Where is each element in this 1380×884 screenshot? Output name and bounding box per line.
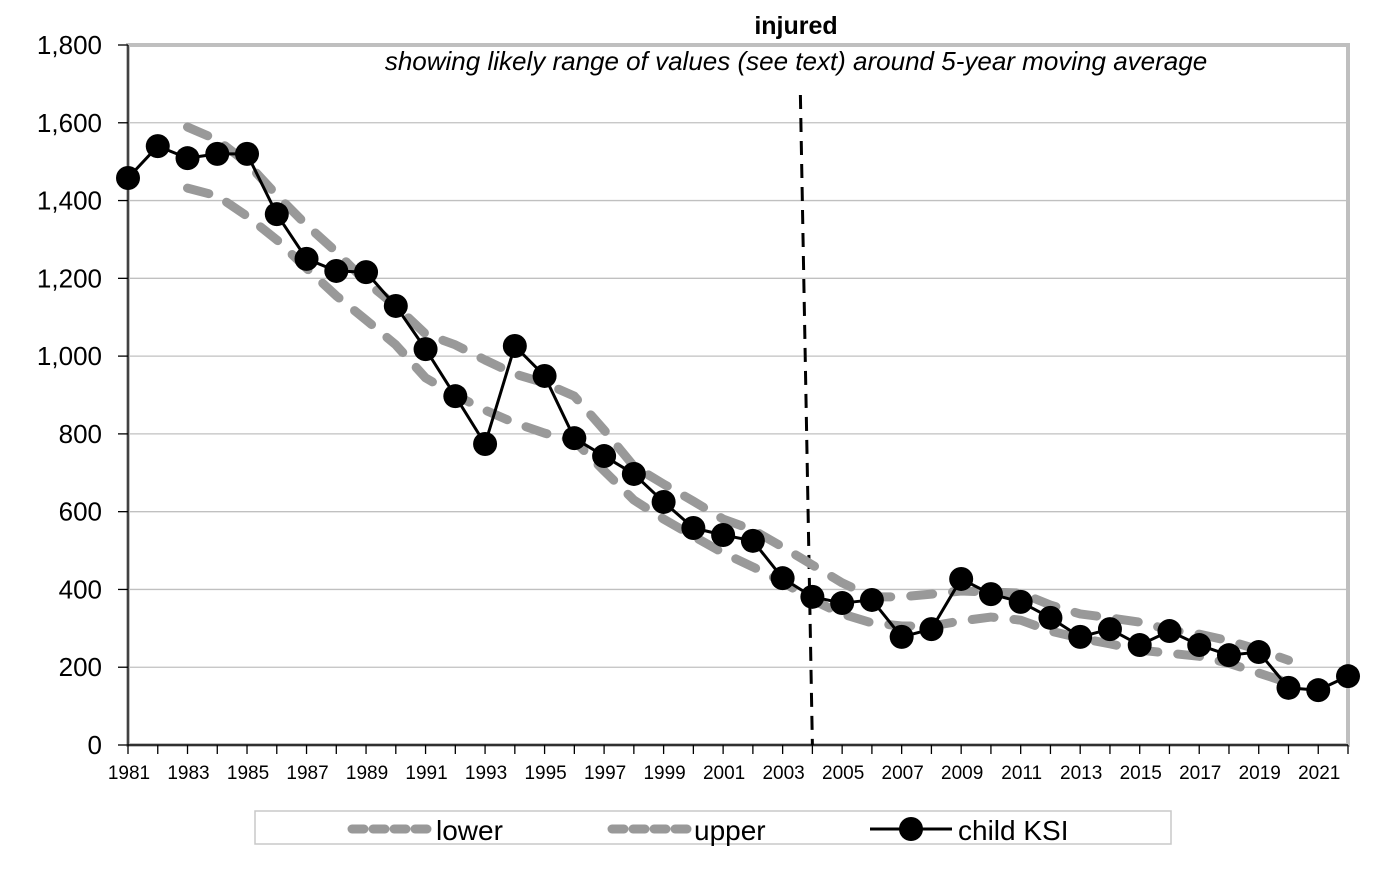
data-point-child-ksi: [1008, 589, 1033, 614]
y-tick-label: 1,600: [37, 108, 102, 138]
legend-box: [254, 810, 1172, 845]
series-line-child-ksi: [126, 144, 1349, 692]
legend-item-lower: lower: [347, 815, 503, 846]
x-tick-label: 2001: [703, 763, 745, 784]
data-point-child-ksi: [919, 617, 944, 642]
y-tick-label: 1,000: [37, 341, 102, 371]
gridlines: [128, 122, 1348, 668]
data-point-child-ksi: [592, 444, 617, 469]
x-tick-label: 2021: [1298, 763, 1340, 784]
series-line-lower: [183, 183, 1293, 688]
data-point-child-ksi: [1097, 617, 1122, 642]
data-point-child-ksi: [264, 202, 289, 227]
y-tick-label: 400: [59, 574, 102, 604]
legend-marker-child-ksi: [899, 817, 923, 841]
y-tick-label: 1,400: [37, 186, 102, 216]
series-layer: [116, 122, 1360, 703]
annotation-vertical-dashed-line: [798, 94, 814, 746]
x-axis: 1981 1983 1985 1987 1989 1991 1993 1995 1997 1999…: [108, 744, 1349, 784]
data-point-child-ksi: [889, 624, 914, 649]
data-point-child-ksi: [175, 146, 200, 171]
x-tick-label: 1983: [167, 763, 209, 784]
series-lower: [183, 183, 1293, 688]
series-child-ksi: [116, 134, 1360, 703]
y-tick-label: 1,200: [37, 263, 102, 293]
y-axis: 0 200 400 600 800 1,000 1,200 1,400 1,600 1,800: [37, 30, 129, 760]
x-tick-label: 1993: [465, 763, 507, 784]
data-point-child-ksi: [1216, 643, 1241, 668]
data-point-child-ksi: [1336, 664, 1360, 689]
x-tick-label: 2003: [762, 763, 804, 784]
legend-label-lower: lower: [436, 815, 503, 846]
legend-label-child-ksi: child KSI: [958, 815, 1069, 846]
x-tick-label: 2013: [1060, 763, 1102, 784]
x-tick-label: 2009: [941, 763, 983, 784]
x-tick-label: 1987: [286, 763, 328, 784]
data-point-child-ksi: [1127, 633, 1152, 658]
data-point-child-ksi: [294, 246, 319, 271]
data-point-child-ksi: [413, 337, 438, 362]
data-point-child-ksi: [354, 260, 379, 285]
chart-subtitle: showing likely range of values (see text…: [385, 46, 1207, 76]
data-point-child-ksi: [1187, 633, 1212, 658]
data-point-child-ksi: [740, 528, 765, 553]
data-point-child-ksi: [532, 363, 557, 388]
data-point-child-ksi: [145, 134, 170, 159]
data-point-child-ksi: [978, 582, 1003, 607]
data-point-child-ksi: [651, 489, 676, 514]
chart-title: injured: [754, 12, 837, 40]
series-line-upper: [183, 122, 1293, 665]
y-tick-label: 200: [59, 652, 102, 682]
legend-item-child-ksi: child KSI: [870, 815, 1069, 846]
data-point-child-ksi: [383, 293, 408, 318]
data-point-child-ksi: [949, 566, 974, 591]
data-point-child-ksi: [621, 461, 646, 486]
data-point-child-ksi: [859, 587, 884, 612]
data-point-child-ksi: [205, 141, 230, 166]
x-tick-label: 1981: [108, 763, 150, 784]
x-tick-label: 2017: [1179, 763, 1221, 784]
data-point-child-ksi: [116, 166, 140, 190]
data-point-child-ksi: [1306, 678, 1331, 703]
legend-label-upper: upper: [694, 815, 766, 846]
data-point-child-ksi: [1246, 640, 1271, 665]
y-tick-label: 800: [59, 419, 102, 449]
legend: lower upper child KSI: [254, 810, 1172, 846]
x-tick-label: 1995: [524, 763, 566, 784]
x-tick-label: 2011: [1001, 763, 1042, 784]
data-point-child-ksi: [770, 566, 795, 591]
data-point-child-ksi: [443, 384, 468, 409]
data-point-child-ksi: [1276, 675, 1301, 700]
data-point-child-ksi: [1157, 619, 1182, 644]
data-point-child-ksi: [830, 591, 855, 616]
x-tick-label: 2007: [882, 763, 924, 784]
data-point-child-ksi: [800, 584, 825, 609]
x-tick-label: 1989: [346, 763, 388, 784]
x-tick-label: 2019: [1239, 763, 1281, 784]
data-point-child-ksi: [235, 141, 260, 166]
y-tick-label: 0: [88, 730, 102, 760]
data-point-child-ksi: [562, 426, 587, 451]
x-tick-label: 1997: [584, 763, 626, 784]
legend-item-upper: upper: [607, 815, 766, 846]
data-point-child-ksi: [681, 516, 706, 540]
data-point-child-ksi: [1038, 605, 1063, 630]
x-tick-label: 1985: [227, 763, 269, 784]
series-upper: [183, 122, 1293, 665]
x-tick-label: 2015: [1120, 763, 1162, 784]
y-tick-label: 1,800: [37, 30, 102, 60]
data-point-child-ksi: [473, 432, 498, 456]
data-point-child-ksi: [711, 523, 736, 547]
data-point-child-ksi: [1068, 624, 1093, 649]
x-tick-label: 1991: [405, 763, 447, 784]
data-point-child-ksi: [324, 258, 349, 283]
data-point-child-ksi: [502, 334, 527, 358]
y-tick-label: 600: [59, 497, 102, 527]
x-tick-label: 2005: [822, 763, 864, 784]
x-tick-label: 1999: [643, 763, 685, 784]
